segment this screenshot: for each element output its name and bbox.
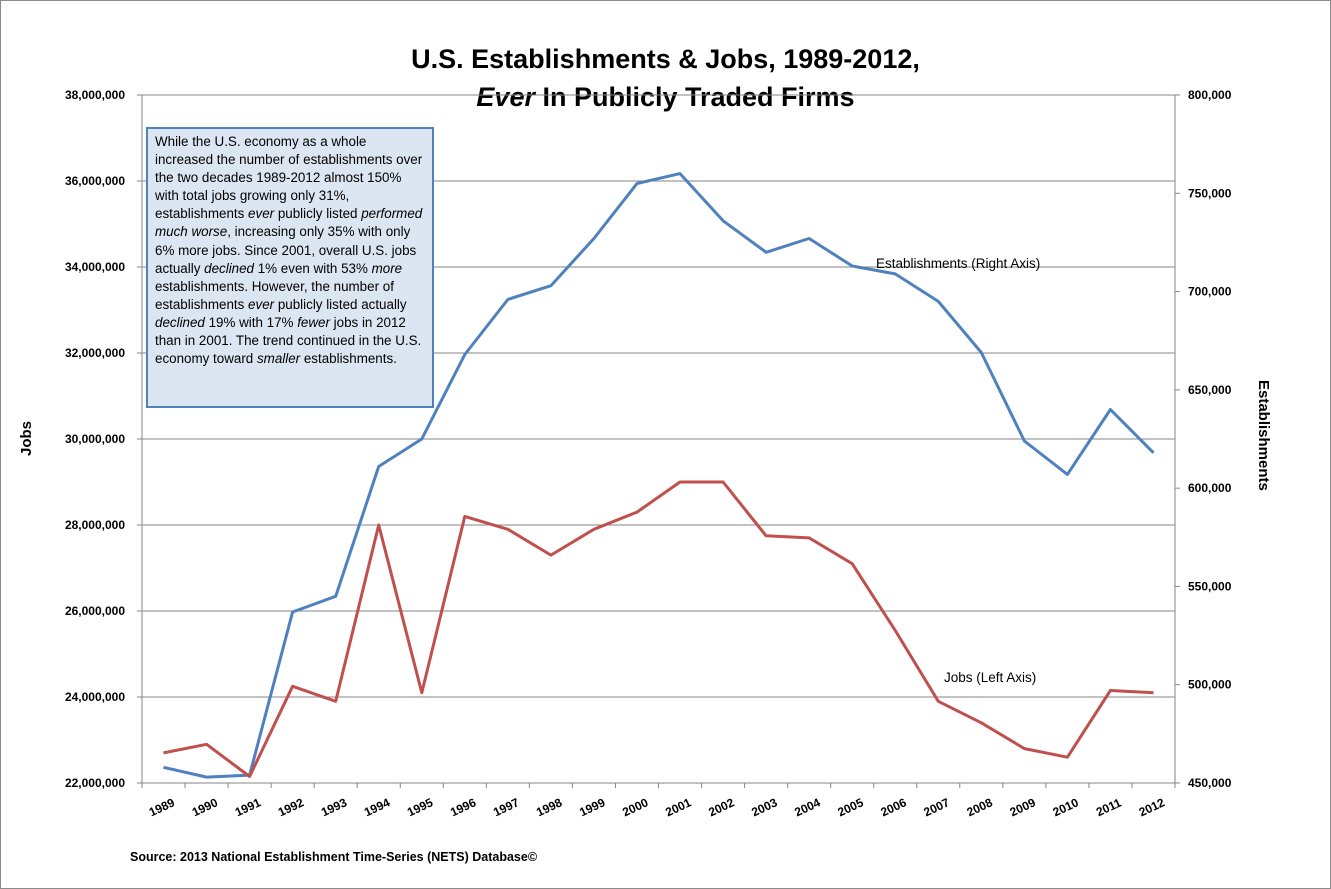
x-tick-label: 1994	[362, 795, 392, 819]
x-tick-label: 1989	[147, 795, 177, 819]
right-tick-label: 700,000	[1188, 285, 1232, 299]
annotation-text-8: establishments. However, the number of e…	[155, 278, 394, 312]
x-tick-label: 2009	[1008, 795, 1038, 819]
annotation-box: While the U.S. economy as a whole increa…	[146, 127, 434, 408]
x-tick-label: 2005	[835, 795, 865, 819]
annotation-text-5: declined	[204, 260, 255, 276]
chart-title-line1: U.S. Establishments & Jobs, 1989-2012,	[411, 44, 920, 74]
jobs-line	[163, 480, 1154, 778]
right-tick-label: 500,000	[1188, 678, 1232, 692]
jobs-series-label: Jobs (Left Axis)	[944, 670, 1037, 685]
right-tick-label: 600,000	[1188, 481, 1232, 495]
annotation-text-14: jobs in 2012 than in 2001. The trend con…	[155, 314, 422, 367]
right-axis-label: Establishments	[1255, 380, 1272, 491]
x-tick-label: 2006	[878, 795, 908, 819]
chart-title-line2: Ever In Publicly Traded Firms	[0, 82, 1331, 113]
annotation-text-16: establishments.	[300, 351, 397, 367]
left-tick-label: 22,000,000	[65, 776, 125, 790]
annotation-text-0: While the U.S. economy as a whole increa…	[155, 134, 423, 222]
x-tick-label: 2002	[706, 795, 736, 819]
chart-title-italic: Ever	[476, 82, 535, 112]
annotation-text-2: publicly listed	[274, 206, 362, 222]
x-tick-label: 2003	[749, 795, 779, 819]
source-note: Source: 2013 National Establishment Time…	[130, 850, 538, 864]
right-tick-label: 450,000	[1188, 776, 1232, 790]
annotation-text-7: more	[371, 260, 403, 276]
left-tick-label: 32,000,000	[65, 346, 125, 360]
x-tick-label: 1997	[491, 795, 521, 819]
x-tick-label: 2010	[1051, 795, 1081, 819]
annotation-text-15: smaller	[256, 351, 301, 367]
left-tick-label: 34,000,000	[65, 260, 125, 274]
x-tick-label: 1999	[577, 795, 607, 819]
annotation-text-11: declined	[155, 314, 205, 330]
annotation-text-1: ever	[248, 206, 275, 222]
annotation-text-6: 1% even with 53%	[254, 260, 372, 276]
x-tick-label: 1992	[276, 795, 306, 819]
left-tick-label: 38,000,000	[65, 88, 125, 102]
x-tick-label: 1991	[233, 795, 263, 819]
right-tick-label: 650,000	[1188, 383, 1232, 397]
x-tick-label: 1996	[448, 795, 478, 819]
chart-title-rest: In Publicly Traded Firms	[534, 82, 855, 112]
x-tick-label: 1993	[319, 795, 349, 819]
right-tick-label: 550,000	[1188, 579, 1232, 593]
annotation-text-3: performed much worse	[155, 206, 423, 240]
x-tick-label: 2004	[792, 795, 822, 819]
left-tick-label: 26,000,000	[65, 604, 125, 618]
right-tick-label: 750,000	[1188, 186, 1232, 200]
establishments-line	[163, 172, 1155, 779]
x-tick-label: 1998	[534, 795, 564, 819]
x-tick-label: 1990	[190, 795, 220, 819]
x-tick-label: 1995	[405, 795, 435, 819]
left-tick-label: 30,000,000	[65, 432, 125, 446]
right-tick-label: 800,000	[1188, 88, 1232, 102]
establishments-series-label: Establishments (Right Axis)	[876, 256, 1041, 271]
x-tick-label: 2011	[1094, 795, 1124, 819]
x-tick-label: 2008	[965, 795, 995, 819]
annotation-text-4: , increasing only 35% with only 6% more …	[155, 224, 417, 276]
x-tick-label: 2001	[663, 795, 693, 819]
left-axis-label: Jobs	[18, 420, 35, 456]
annotation-text-10: publicly listed actually	[274, 296, 407, 312]
x-tick-label: 2000	[620, 795, 650, 819]
x-tick-label: 2012	[1137, 795, 1167, 819]
annotation-text-9: ever	[248, 296, 275, 312]
annotation-text-13: fewer	[297, 314, 330, 330]
annotation-text-12: 19% with 17%	[204, 314, 298, 330]
left-tick-label: 36,000,000	[65, 174, 125, 188]
x-tick-label: 2007	[922, 795, 952, 819]
left-tick-label: 28,000,000	[65, 518, 125, 532]
left-tick-label: 24,000,000	[65, 690, 125, 704]
